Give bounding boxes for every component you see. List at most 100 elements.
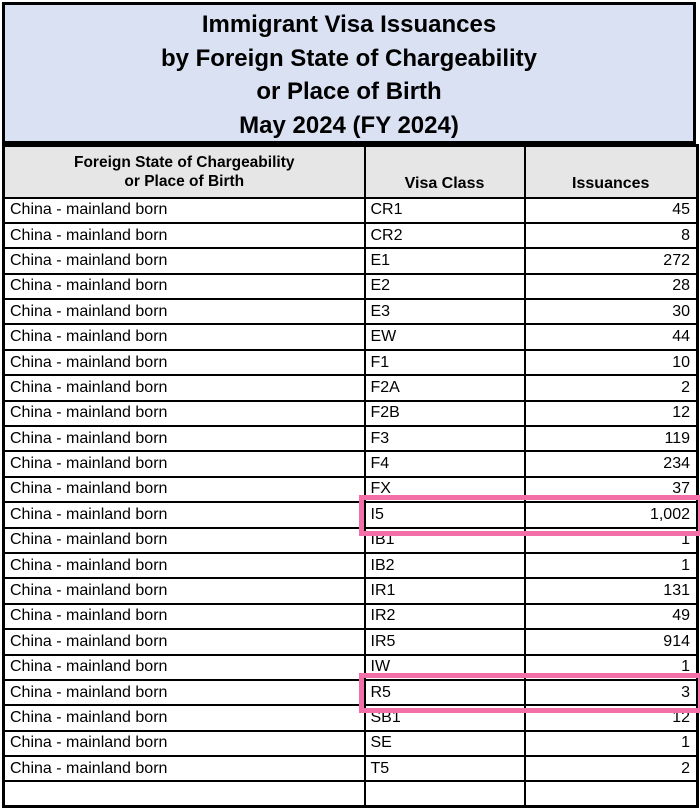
place-cell: China - mainland born	[4, 528, 365, 553]
place-cell: China - mainland born	[4, 553, 365, 578]
place-cell: China - mainland born	[4, 401, 365, 426]
place-cell: China - mainland born	[4, 756, 365, 781]
issuances-cell: 1	[525, 553, 698, 578]
column-header-issuances: Issuances	[525, 146, 698, 198]
place-cell: China - mainland born	[4, 731, 365, 756]
title-line-2: by Foreign State of Chargeability	[5, 42, 693, 76]
empty-cell	[4, 781, 365, 806]
issuances-cell: 272	[525, 248, 698, 273]
place-cell: China - mainland born	[4, 350, 365, 375]
visa-class-cell: F4	[365, 451, 525, 476]
visa-class-cell: FX	[365, 477, 525, 502]
place-cell: China - mainland born	[4, 198, 365, 223]
issuances-cell: 234	[525, 451, 698, 476]
issuances-cell: 3	[525, 680, 698, 705]
column-header-place-line2: or Place of Birth	[9, 172, 360, 191]
issuances-cell: 37	[525, 477, 698, 502]
table-row-partial	[4, 781, 698, 806]
place-cell: China - mainland born	[4, 502, 365, 527]
place-cell: China - mainland born	[4, 248, 365, 273]
issuances-cell: 119	[525, 426, 698, 451]
visa-class-cell: R5	[365, 680, 525, 705]
visa-class-cell: I5	[365, 502, 525, 527]
visa-class-cell: IR1	[365, 578, 525, 603]
visa-class-cell: F2B	[365, 401, 525, 426]
visa-class-cell: E1	[365, 248, 525, 273]
issuances-cell: 45	[525, 198, 698, 223]
place-cell: China - mainland born	[4, 604, 365, 629]
visa-class-cell: CR1	[365, 198, 525, 223]
empty-cell	[365, 781, 525, 806]
place-cell: China - mainland born	[4, 477, 365, 502]
visa-class-cell: IR5	[365, 629, 525, 654]
place-cell: China - mainland born	[4, 451, 365, 476]
issuances-cell: 1,002	[525, 502, 698, 527]
visa-class-cell: EW	[365, 324, 525, 349]
visa-class-cell: IB2	[365, 553, 525, 578]
place-cell: China - mainland born	[4, 299, 365, 324]
issuances-cell: 28	[525, 274, 698, 299]
place-cell: China - mainland born	[4, 375, 365, 400]
issuances-cell: 2	[525, 756, 698, 781]
issuances-cell: 914	[525, 629, 698, 654]
issuances-cell: 1	[525, 731, 698, 756]
report-page: Immigrant Visa Issuances by Foreign Stat…	[0, 0, 700, 787]
visa-class-cell: IR2	[365, 604, 525, 629]
visa-class-cell: SB1	[365, 705, 525, 730]
issuances-cell: 12	[525, 705, 698, 730]
issuances-cell: 8	[525, 223, 698, 248]
visa-class-cell: E2	[365, 274, 525, 299]
issuances-cell: 1	[525, 528, 698, 553]
column-header-place-line1: Foreign State of Chargeability	[9, 153, 360, 172]
issuances-cell: 10	[525, 350, 698, 375]
place-cell: China - mainland born	[4, 223, 365, 248]
visa-class-cell: F1	[365, 350, 525, 375]
visa-class-cell: IB1	[365, 528, 525, 553]
column-header-place: Foreign State of Chargeability or Place …	[4, 146, 365, 198]
place-cell: China - mainland born	[4, 705, 365, 730]
issuances-cell: 44	[525, 324, 698, 349]
visa-class-cell: SE	[365, 731, 525, 756]
empty-cell	[525, 781, 698, 806]
issuances-cell: 131	[525, 578, 698, 603]
visa-class-cell: CR2	[365, 223, 525, 248]
issuances-cell: 2	[525, 375, 698, 400]
visa-class-cell: F2A	[365, 375, 525, 400]
visa-table: Foreign State of Chargeability or Place …	[2, 144, 699, 808]
report-title: Immigrant Visa Issuances by Foreign Stat…	[2, 2, 696, 144]
issuances-cell: 30	[525, 299, 698, 324]
column-header-visa-class: Visa Class	[365, 146, 525, 198]
place-cell: China - mainland born	[4, 274, 365, 299]
place-cell: China - mainland born	[4, 324, 365, 349]
visa-class-cell: T5	[365, 756, 525, 781]
issuances-cell: 49	[525, 604, 698, 629]
issuances-cell: 1	[525, 655, 698, 680]
visa-class-cell: F3	[365, 426, 525, 451]
place-cell: China - mainland born	[4, 629, 365, 654]
place-cell: China - mainland born	[4, 680, 365, 705]
